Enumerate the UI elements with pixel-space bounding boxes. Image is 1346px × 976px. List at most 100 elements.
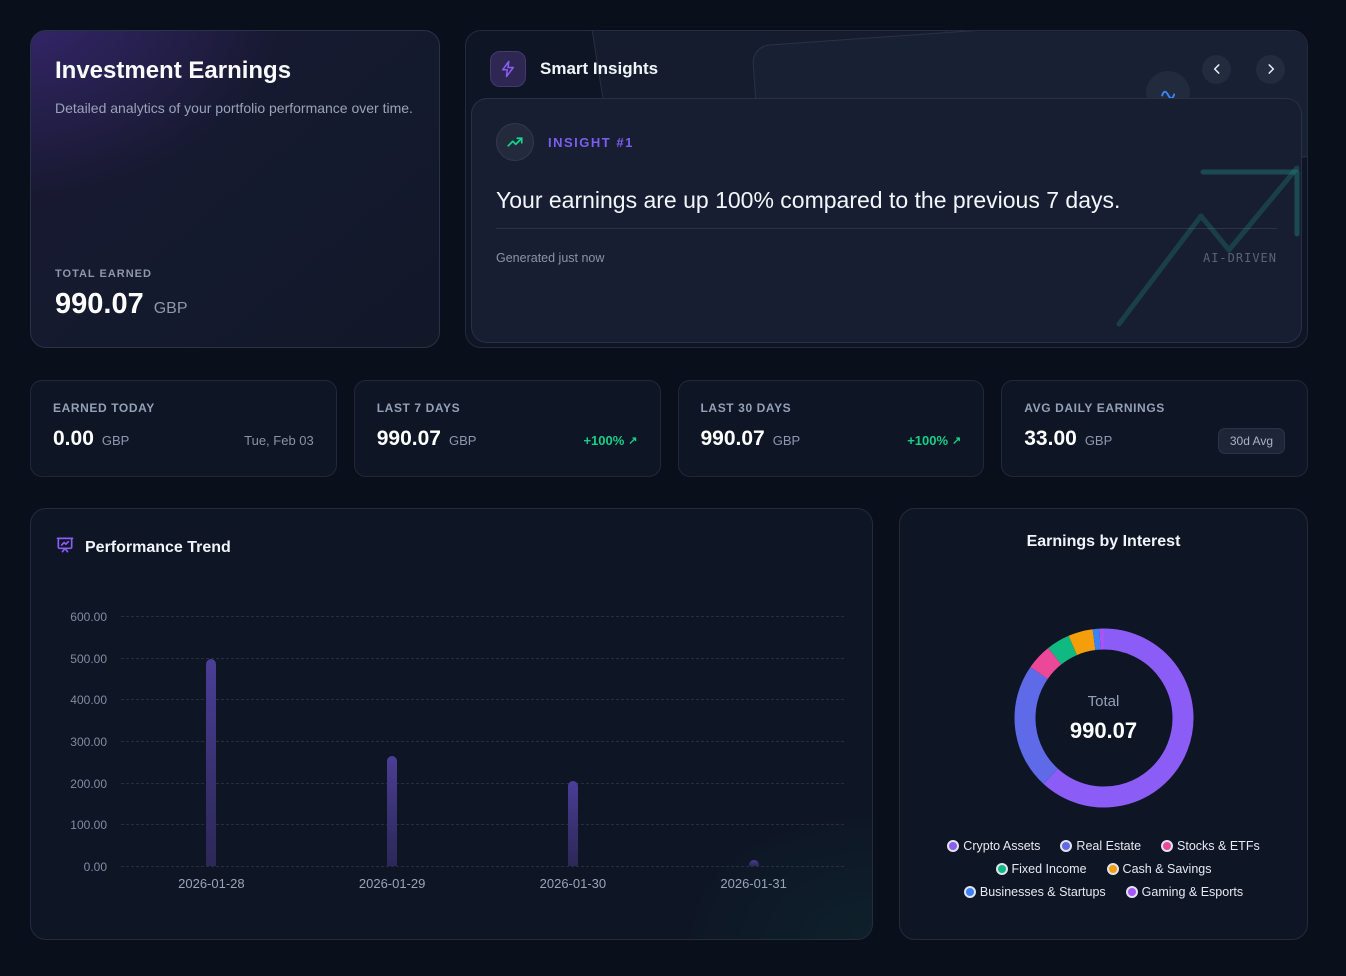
x-tick-label: 2026-01-31 xyxy=(720,876,787,891)
stat-date: Tue, Feb 03 xyxy=(244,433,314,448)
stat-card: AVG DAILY EARNINGS 33.00 GBP 30d Avg xyxy=(1001,380,1308,477)
stat-change: +100% ↗ xyxy=(907,433,962,448)
legend-color-dot xyxy=(1125,886,1138,898)
page-title: Investment Earnings xyxy=(55,57,292,84)
grid-line: 300.00 xyxy=(70,735,844,749)
stat-value: 0.00 xyxy=(53,427,94,450)
insight-timestamp: Generated just now xyxy=(496,251,605,265)
stat-label: LAST 7 DAYS xyxy=(376,401,461,415)
lightning-icon xyxy=(490,51,526,87)
stat-label: LAST 30 DAYS xyxy=(700,401,792,415)
donut-segment[interactable] xyxy=(1029,647,1062,680)
legend-item[interactable]: Gaming & Esports xyxy=(1125,885,1244,899)
ai-driven-tag: AI-DRIVEN xyxy=(1202,251,1277,265)
donut-legend: Crypto Assets Real Estate Stocks & ETFs Fix… xyxy=(931,839,1276,899)
total-earned-label: TOTAL EARNED xyxy=(55,268,152,280)
legend-label: Stocks & ETFs xyxy=(1177,839,1260,853)
legend-color-dot xyxy=(1060,840,1073,852)
legend-item[interactable]: Stocks & ETFs xyxy=(1161,839,1260,853)
earnings-by-interest-card: Earnings by Interest Total 990.07 Crypto… xyxy=(899,508,1308,940)
legend-item[interactable]: Businesses & Startups xyxy=(963,885,1106,899)
performance-plot: 600.00 500.00 400.00 300.00 200.00 100.00 0.00 xyxy=(70,610,844,874)
grid-line: 200.00 xyxy=(70,777,844,791)
legend-item[interactable]: Fixed Income xyxy=(995,862,1087,876)
performance-x-axis: 2026-01-28 2026-01-29 2026-01-30 2026-01-31 xyxy=(121,876,844,896)
bar[interactable] xyxy=(567,781,578,866)
grid-line: 600.00 xyxy=(70,610,844,624)
donut-segment[interactable] xyxy=(1068,629,1096,656)
performance-chart-icon xyxy=(55,535,75,560)
stat-change: +100% ↗ xyxy=(583,433,638,448)
legend-item[interactable]: Crypto Assets xyxy=(947,839,1040,853)
bar[interactable] xyxy=(748,859,759,866)
donut-segment[interactable] xyxy=(1042,628,1193,808)
deck-badge-icon xyxy=(1144,69,1192,117)
stats-row: EARNED TODAY 0.00 GBP Tue, Feb 03 LAST 7 DAY… xyxy=(30,380,1308,477)
donut-segment[interactable] xyxy=(1092,628,1101,651)
trend-up-icon: ↗ xyxy=(952,435,962,447)
donut-segment[interactable] xyxy=(1047,635,1077,665)
performance-title: Performance Trend xyxy=(85,538,231,556)
legend-color-dot xyxy=(995,863,1008,875)
donut-total-label: Total xyxy=(1087,692,1120,710)
grid-line: 400.00 xyxy=(70,693,844,707)
legend-color-dot xyxy=(1106,863,1119,875)
legend-label: Crypto Assets xyxy=(963,839,1041,853)
insight-panel: INSIGHT #1 Your earnings are up 100% com… xyxy=(471,98,1302,343)
smart-insights-card: Smart Insights xyxy=(465,30,1308,348)
trend-line-decoration xyxy=(1116,165,1300,327)
grid-line: 0.00 xyxy=(84,860,844,874)
investment-earnings-card: Investment Earnings Detailed analytics o… xyxy=(30,30,440,348)
donut-segment[interactable] xyxy=(1014,667,1058,784)
legend-item[interactable]: Cash & Savings xyxy=(1106,862,1212,876)
stat-value: 33.00 xyxy=(1024,427,1077,450)
insight-deck-decoration xyxy=(466,31,1307,347)
y-tick-label: 500.00 xyxy=(70,651,107,666)
legend-label: Cash & Savings xyxy=(1122,862,1212,876)
x-tick-label: 2026-01-30 xyxy=(539,876,607,891)
legend-color-dot xyxy=(947,840,960,852)
y-tick-label: 600.00 xyxy=(70,610,107,624)
x-tick-label: 2026-01-28 xyxy=(178,876,245,891)
y-tick-label: 300.00 xyxy=(70,735,107,749)
legend-color-dot xyxy=(1161,840,1174,852)
bar[interactable] xyxy=(387,755,398,866)
y-tick-label: 0.00 xyxy=(83,860,107,874)
insights-title: Smart Insights xyxy=(540,59,659,78)
grid-line: 100.00 xyxy=(70,818,844,832)
y-tick-label: 200.00 xyxy=(70,776,107,791)
stat-card: LAST 7 DAYS 990.07 GBP +100% ↗ xyxy=(353,380,661,477)
legend-item[interactable]: Real Estate xyxy=(1060,839,1141,853)
trending-up-icon xyxy=(496,123,534,161)
stat-average-badge: 30d Avg xyxy=(1217,428,1285,454)
legend-color-dot xyxy=(963,886,976,898)
total-earned-value: 990.07 xyxy=(55,288,144,320)
insight-number-badge: INSIGHT #1 xyxy=(548,134,634,150)
legend-label: Fixed Income xyxy=(1011,862,1087,876)
bar[interactable] xyxy=(206,658,217,866)
stat-label: EARNED TODAY xyxy=(53,401,155,415)
trend-up-icon: ↗ xyxy=(628,435,638,447)
page-subtitle: Detailed analytics of your portfolio per… xyxy=(55,100,413,116)
stat-currency: GBP xyxy=(1084,433,1113,448)
stat-currency: GBP xyxy=(772,433,801,448)
legend-label: Gaming & Esports xyxy=(1141,885,1244,899)
y-tick-label: 400.00 xyxy=(70,693,107,708)
legend-label: Real Estate xyxy=(1076,839,1142,853)
stat-label: AVG DAILY EARNINGS xyxy=(1024,401,1165,415)
performance-trend-card: Performance Trend 600.00 500.00 400.00 300.… xyxy=(30,508,873,940)
donut-chart: Total 990.07 xyxy=(1009,623,1199,813)
prev-insight-button[interactable] xyxy=(1202,54,1231,84)
grid-line: 500.00 xyxy=(70,652,844,666)
stat-value: 990.07 xyxy=(700,427,765,450)
next-insight-button[interactable] xyxy=(1256,54,1285,84)
stat-value: 990.07 xyxy=(376,427,441,450)
insight-headline: Your earnings are up 100% compared to th… xyxy=(496,187,1277,229)
stat-card: LAST 30 DAYS 990.07 GBP +100% ↗ xyxy=(677,380,985,477)
x-tick-label: 2026-01-29 xyxy=(358,876,426,891)
donut-total-value: 990.07 xyxy=(1069,717,1138,743)
stat-currency: GBP xyxy=(101,433,130,448)
stat-card: EARNED TODAY 0.00 GBP Tue, Feb 03 xyxy=(30,380,337,477)
stat-currency: GBP xyxy=(448,433,477,448)
